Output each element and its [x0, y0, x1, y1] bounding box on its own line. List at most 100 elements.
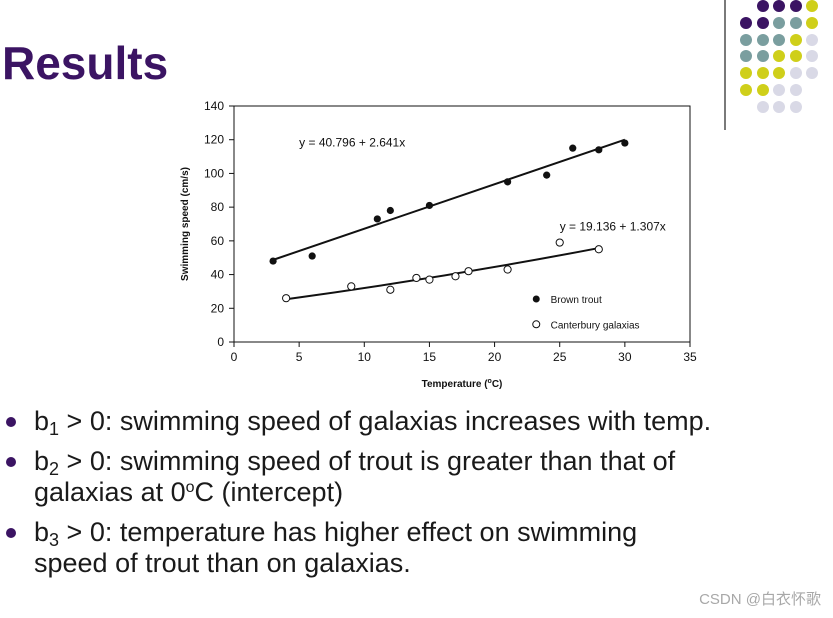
decorative-dot-grid: [0, 0, 833, 130]
chart-ticks: 0 5 10 15 20 25 30 35 0 20 40 60 80 100 120 140: [204, 99, 697, 364]
data-point-brown-trout: [543, 171, 551, 179]
data-point-galaxias: [386, 285, 395, 294]
data-point-brown-trout: [595, 146, 603, 154]
decorative-dot: [789, 50, 802, 63]
bullet-text-line2-end: C (intercept): [194, 477, 344, 507]
bullet-coef: b: [34, 406, 50, 436]
bullet-coef-sub: 2: [49, 459, 60, 479]
decorative-dot: [740, 16, 752, 29]
bullet-dot-icon: [6, 457, 16, 467]
data-point-galaxias: [451, 272, 460, 281]
decorative-divider: [724, 0, 726, 130]
decorative-dot: [756, 16, 769, 29]
data-point-galaxias: [347, 282, 356, 291]
scatter-chart: 0 5 10 15 20 25 30 35 0 20 40 60 80 100 120 140 y = 40.…: [180, 99, 697, 390]
bullet-coef-sub: 3: [49, 530, 60, 550]
degree-sup: o: [185, 479, 195, 496]
decorative-dot: [773, 16, 785, 29]
bullet-dot-icon: [6, 528, 16, 538]
decorative-dot: [740, 33, 752, 46]
decorative-dot: [806, 33, 818, 46]
x-tick-label: 0: [231, 350, 238, 364]
decorative-dot: [789, 0, 802, 12]
y-tick-label: 140: [204, 99, 224, 113]
x-tick-label: 5: [296, 350, 303, 364]
bullet-text: > 0: swimming speed of trout is greater …: [59, 446, 676, 476]
data-point-brown-trout: [569, 144, 577, 152]
legend-marker-galaxias: [532, 320, 541, 329]
y-tick-label: 40: [211, 268, 225, 282]
data-point-galaxias: [282, 294, 291, 303]
data-point-brown-trout: [308, 252, 316, 260]
bullet-text-line2: speed of trout than on galaxias.: [34, 548, 411, 578]
decorative-dot: [806, 50, 818, 63]
fit-line-brown-trout: [272, 138, 626, 261]
y-tick-label: 20: [211, 301, 225, 315]
decorative-dot: [756, 50, 769, 63]
y-tick-label: 100: [204, 166, 224, 180]
decorative-dot: [740, 67, 752, 80]
bullet-item-1: b1 > 0: swimming speed of galaxias incre…: [6, 406, 712, 439]
x-tick-label: 35: [683, 350, 697, 364]
bullet-text-line2: galaxias at 0: [34, 477, 186, 507]
slide-title: Results: [2, 37, 169, 89]
decorative-dot: [789, 33, 802, 46]
decorative-dot: [773, 67, 785, 80]
y-tick-label: 80: [211, 200, 225, 214]
data-point-brown-trout: [269, 257, 277, 265]
decorative-dot: [773, 33, 785, 46]
x-tick-label: 10: [358, 350, 372, 364]
x-tick-label: 30: [618, 350, 632, 364]
trout-fit-equation: y = 40.796 + 2.641x: [299, 135, 405, 149]
legend-label-brown-trout: Brown trout: [551, 295, 602, 306]
y-axis-label: Swimming speed (cm/s): [180, 167, 191, 281]
bullet-coef: b: [34, 446, 50, 476]
bullet-coef: b: [34, 517, 50, 547]
data-point-galaxias: [503, 265, 512, 274]
data-point-brown-trout: [373, 215, 381, 223]
decorative-dot: [773, 100, 785, 113]
chart-legend: Brown trout Canterbury galaxias: [532, 295, 640, 331]
bullet-item-3: b3 > 0: temperature has higher effect on…: [6, 517, 638, 579]
decorative-dot: [789, 16, 802, 29]
decorative-dot: [756, 84, 769, 96]
decorative-dot: [789, 100, 802, 113]
chart-axes: [233, 105, 691, 343]
plot-frame: [233, 105, 691, 343]
decorative-dot: [789, 84, 802, 96]
fit-line-galaxias: [285, 247, 599, 301]
decorative-dot: [740, 84, 752, 96]
legend-label-galaxias: Canterbury galaxias: [551, 320, 640, 331]
decorative-dot: [773, 84, 785, 96]
x-tick-label: 20: [488, 350, 502, 364]
x-axis-label: Temperature (oC): [422, 378, 503, 390]
chart-points: [269, 139, 629, 303]
bullet-text: > 0: swimming speed of galaxias increase…: [59, 406, 712, 436]
decorative-dot: [806, 0, 818, 12]
decorative-dot: [756, 0, 769, 12]
data-point-galaxias: [594, 245, 603, 254]
y-tick-label: 120: [204, 133, 224, 147]
decorative-dot: [806, 67, 818, 80]
bullet-item-2: b2 > 0: swimming speed of trout is great…: [6, 446, 676, 508]
chart-fit-lines: [272, 138, 626, 301]
decorative-dot: [756, 67, 769, 80]
bullet-dot-icon: [6, 417, 16, 427]
x-tick-label: 25: [553, 350, 567, 364]
x-tick-label: 15: [423, 350, 437, 364]
data-point-brown-trout: [504, 178, 512, 186]
data-point-brown-trout: [425, 201, 434, 210]
bullet-text: > 0: temperature has higher effect on sw…: [59, 517, 638, 547]
data-point-brown-trout: [386, 206, 394, 215]
data-point-galaxias: [412, 273, 421, 283]
y-tick-label: 60: [211, 234, 225, 248]
decorative-dot: [756, 33, 769, 46]
decorative-dot: [789, 67, 802, 80]
decorative-dot: [773, 0, 785, 12]
data-point-brown-trout: [621, 139, 629, 147]
decorative-dot: [773, 50, 785, 63]
decorative-dot: [806, 16, 818, 29]
data-point-galaxias: [464, 267, 473, 276]
y-tick-label: 0: [217, 335, 224, 349]
bullet-coef-sub: 1: [49, 419, 60, 439]
